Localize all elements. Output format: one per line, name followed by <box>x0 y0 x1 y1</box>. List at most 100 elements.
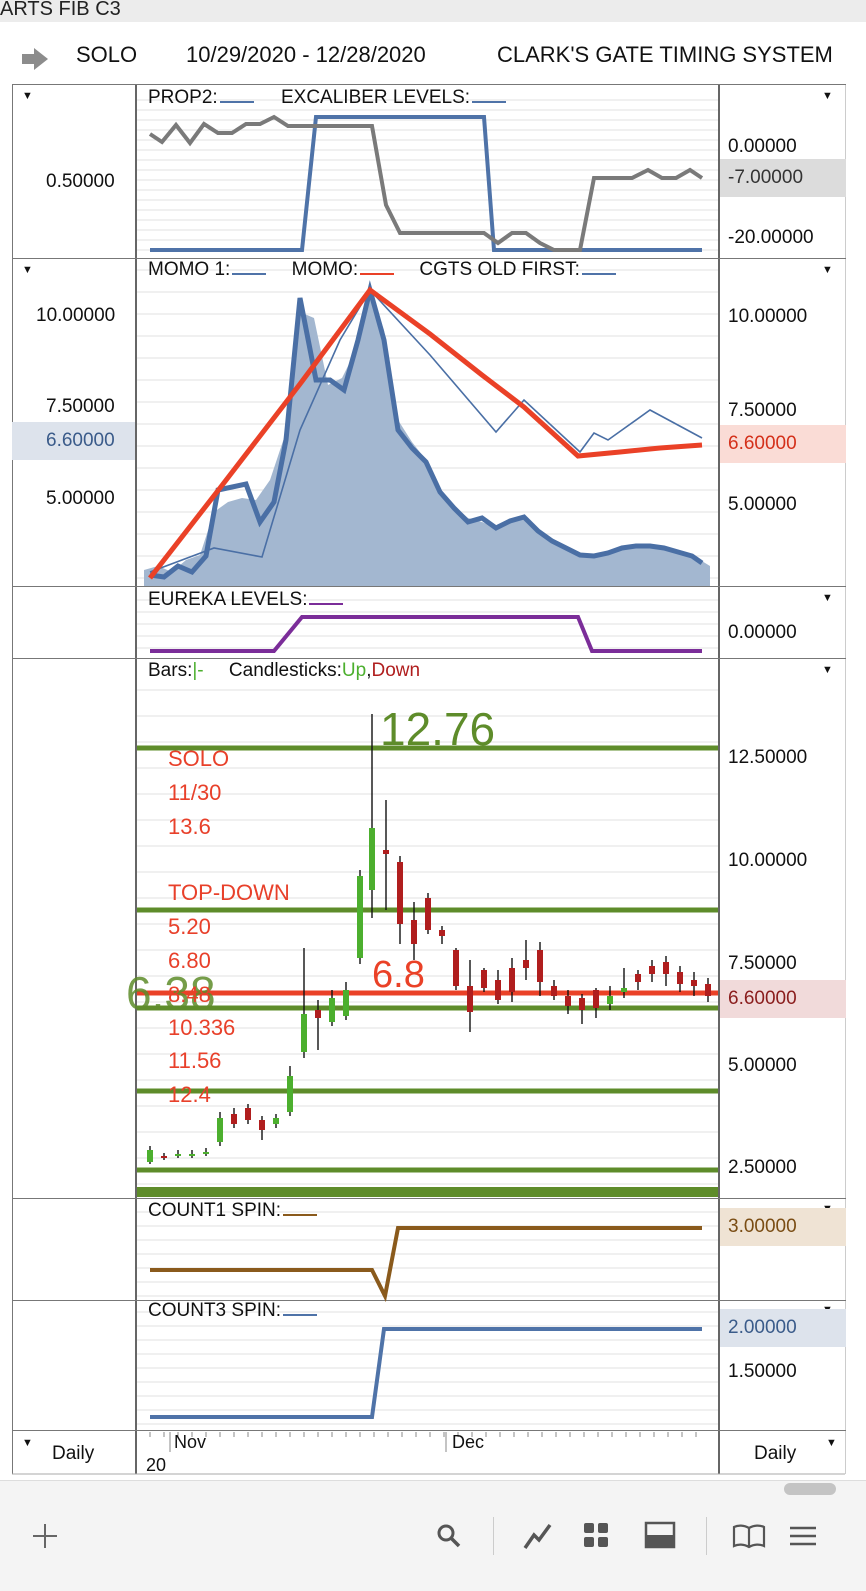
menu-icon[interactable] <box>788 1525 818 1547</box>
divider <box>12 1300 846 1301</box>
legend-candles: Candlesticks: <box>228 660 342 681</box>
chart-header: SOLO 10/29/2020 - 12/28/2020 CLARK'S GAT… <box>0 22 866 84</box>
eureka-line <box>150 615 702 653</box>
annotation-value: 6.80 <box>168 948 211 973</box>
candle-body <box>301 1014 307 1052</box>
count3-line <box>150 1327 702 1419</box>
candle-body <box>357 876 363 958</box>
x-axis-ticks <box>149 1432 697 1452</box>
legend-swatch <box>581 273 616 275</box>
annotation-value: 13.6 <box>168 814 211 839</box>
candle-body <box>537 950 543 982</box>
legend-swatch <box>283 1314 318 1316</box>
candle-body <box>565 996 571 1006</box>
legend-count3: COUNT3 SPIN: <box>148 1300 282 1321</box>
annotation-value: 11.56 <box>168 1048 222 1073</box>
add-icon[interactable] <box>30 1521 60 1551</box>
candle-body <box>147 1150 153 1162</box>
momo-right-badge: 6.60000 <box>720 425 846 463</box>
divider <box>12 658 846 659</box>
candle-body <box>273 1118 279 1124</box>
candle-body <box>607 996 613 1004</box>
right-axis-label: 0.00000 <box>728 622 797 643</box>
frame-left <box>12 84 13 1474</box>
right-axis-label: 5.00000 <box>728 494 797 515</box>
horizontal-scrollbar[interactable] <box>784 1483 836 1495</box>
candle-body <box>343 990 349 1016</box>
period-menu-icon[interactable]: ▼ <box>826 1437 837 1449</box>
candle-body <box>677 972 683 984</box>
right-axis-label: 5.00000 <box>728 1055 797 1076</box>
layout-icon[interactable] <box>644 1521 676 1549</box>
month-label: Dec <box>452 1432 485 1452</box>
annotation-value: 12.4 <box>168 1082 211 1107</box>
right-axis-label: 12.50000 <box>728 747 808 768</box>
symbol-label: SOLO <box>76 42 138 67</box>
candle-body <box>189 1154 195 1156</box>
legend-down: Down <box>371 660 421 681</box>
period-menu-icon[interactable]: ▼ <box>22 1437 33 1449</box>
candle-body <box>495 980 501 1000</box>
panel2-legend: MOMO 1: MOMO: CGTS OLD FIRST: <box>148 259 616 281</box>
window-title: ARTS FIB C3 <box>0 0 121 20</box>
toolbar-separator <box>493 1517 494 1555</box>
candle-body <box>481 970 487 988</box>
candle-body <box>329 998 335 1022</box>
grid-icon[interactable] <box>582 1521 610 1549</box>
count3-badge: 2.00000 <box>720 1309 846 1347</box>
legend-swatch <box>219 101 254 103</box>
annotation-date: 11/30 <box>168 780 222 805</box>
period-right[interactable]: Daily <box>754 1443 797 1464</box>
candle-body <box>551 986 557 996</box>
momo-left-badge: 6.60000 <box>12 422 135 460</box>
plot-left-border <box>135 84 137 1474</box>
book-icon[interactable] <box>732 1523 766 1549</box>
left-axis-label: 10.00000 <box>36 305 116 326</box>
candle-body <box>467 986 473 1012</box>
legend-comma: , <box>366 660 372 681</box>
panel-menu-icon[interactable]: ▼ <box>22 90 33 102</box>
legend-swatch <box>472 101 507 103</box>
candle-body <box>231 1114 237 1124</box>
panel-menu-icon[interactable]: ▼ <box>822 90 833 102</box>
legend-swatch <box>283 1214 318 1216</box>
search-icon[interactable] <box>436 1523 462 1549</box>
candle-body <box>621 988 627 992</box>
annotation-value: 10.336 <box>168 1015 236 1040</box>
panel-menu-icon[interactable]: ▼ <box>22 264 33 276</box>
candle-body <box>217 1118 223 1142</box>
legend-cgts: CGTS OLD FIRST: <box>419 259 580 280</box>
right-axis-label: 7.50000 <box>728 400 797 421</box>
annotation-value: 5.20 <box>168 914 211 939</box>
candle-body <box>509 968 515 992</box>
legend-momo: MOMO: <box>291 259 359 280</box>
annotation-value: 8.48 <box>168 982 211 1007</box>
arrow-right-icon[interactable] <box>20 46 50 72</box>
divider <box>12 258 846 259</box>
panel-menu-icon[interactable]: ▼ <box>822 664 833 676</box>
month-label: Nov <box>174 1432 207 1452</box>
legend-swatch <box>232 273 267 275</box>
price-level-label: 6.8 <box>372 954 425 996</box>
momo-area <box>144 290 710 586</box>
right-axis-label: 2.50000 <box>728 1157 797 1178</box>
year-label: 20 <box>146 1455 167 1475</box>
left-axis-label: 0.50000 <box>46 171 115 192</box>
annotation-symbol: SOLO <box>168 746 230 771</box>
candle-body <box>287 1076 293 1112</box>
chart-canvas <box>12 99 845 1475</box>
candle-body <box>161 1156 167 1158</box>
period-left[interactable]: Daily <box>52 1443 95 1464</box>
divider <box>12 586 846 587</box>
chart-line-icon[interactable] <box>522 1521 554 1551</box>
count1-badge: 3.00000 <box>720 1208 846 1246</box>
divider <box>12 1430 846 1431</box>
candle-body <box>439 930 445 936</box>
level-label-top: 12.76 <box>380 703 496 755</box>
panel-menu-icon[interactable]: ▼ <box>822 592 833 604</box>
legend-bars-symbol: |- <box>192 660 204 681</box>
cgts-line <box>149 288 703 573</box>
candlesticks <box>147 714 711 1164</box>
panel-menu-icon[interactable]: ▼ <box>822 264 833 276</box>
candle-body <box>453 950 459 986</box>
